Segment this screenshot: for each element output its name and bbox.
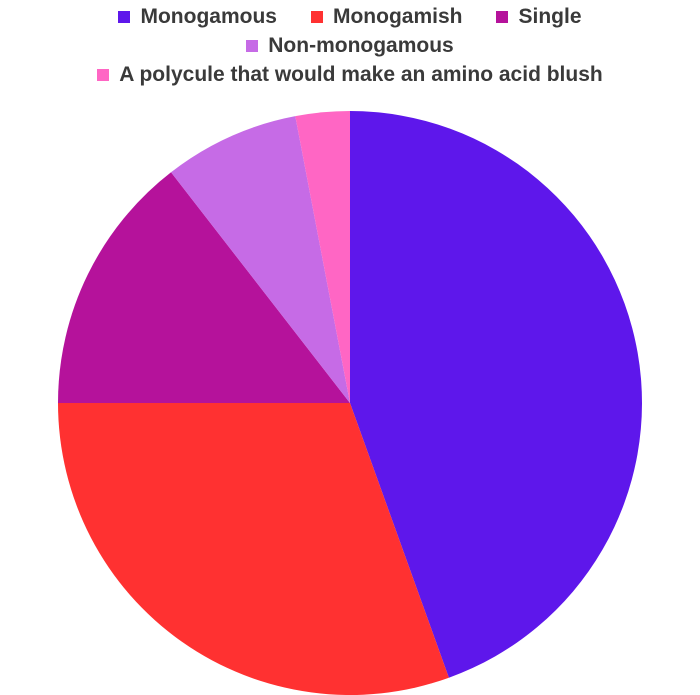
chart-legend: Monogamous Monogamish Single Non-monogam… (0, 4, 700, 88)
legend-row: Monogamous Monogamish Single (118, 4, 582, 30)
legend-label-single: Single (518, 5, 582, 28)
legend-swatch-polycule (97, 69, 110, 81)
legend-label-monogamish: Monogamish (332, 5, 463, 28)
legend-item-monogamous: Monogamous (118, 5, 277, 29)
legend-swatch-single (496, 11, 509, 23)
legend-swatch-non-monogamous (246, 40, 259, 52)
legend-item-non-monogamous: Non-monogamous (246, 34, 454, 58)
legend-label-polycule: A polycule that would make an amino acid… (119, 63, 603, 86)
legend-swatch-monogamous (118, 11, 131, 23)
legend-item-polycule: A polycule that would make an amino acid… (97, 63, 603, 87)
legend-item-single: Single (496, 5, 582, 29)
legend-swatch-monogamish (310, 11, 323, 23)
legend-row: A polycule that would make an amino acid… (97, 62, 603, 88)
legend-item-monogamish: Monogamish (310, 5, 463, 29)
legend-label-monogamous: Monogamous (140, 5, 277, 28)
pie-slice-monogamish (58, 403, 449, 695)
pie-slice-monogamous (350, 111, 642, 678)
pie-slice-a-polycule-that-would-make-an- (295, 111, 350, 403)
pie-slice-single (58, 172, 350, 403)
legend-row: Non-monogamous (246, 33, 454, 59)
pie-slice-non-monogamous (171, 116, 350, 403)
legend-label-non-monogamous: Non-monogamous (268, 34, 454, 57)
